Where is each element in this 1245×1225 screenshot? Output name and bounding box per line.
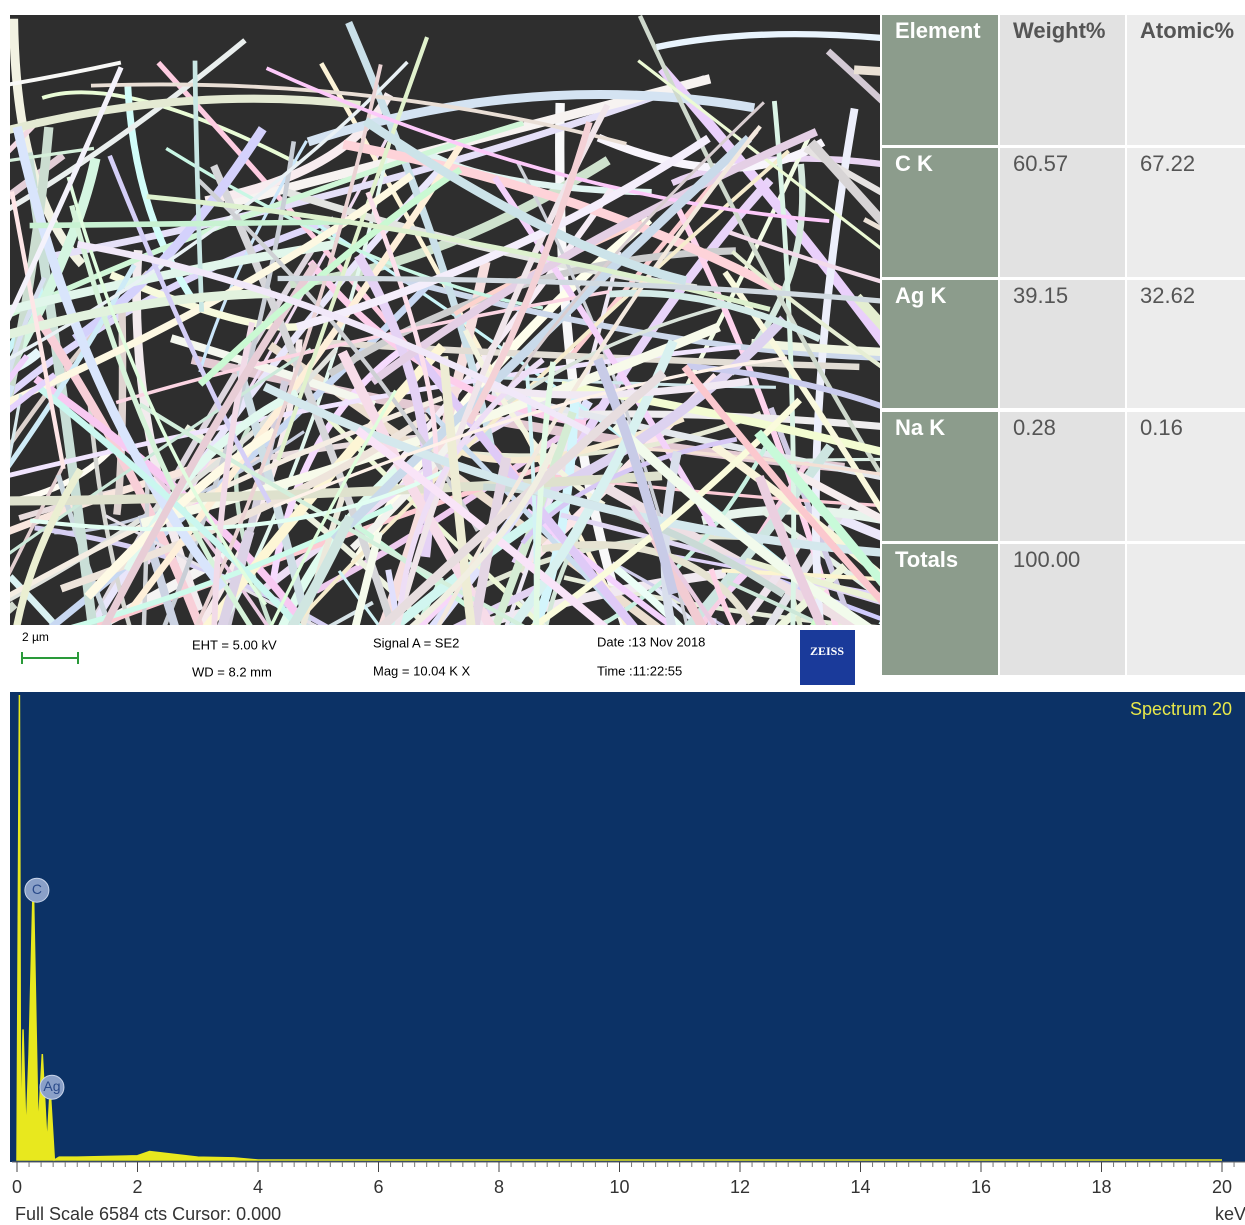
fiber bbox=[0, 385, 10, 1071]
logo-text: ZEISS bbox=[810, 644, 844, 658]
fiber bbox=[30, 222, 351, 226]
table-text: 67.22 bbox=[1140, 151, 1195, 176]
x-tick-label: 16 bbox=[971, 1177, 991, 1197]
eht: EHT = 5.00 kV bbox=[192, 637, 277, 652]
time: Time :11:22:55 bbox=[597, 663, 682, 678]
table: Element Weight% Atomic% C K 60.57 67.22 Ag K 39… bbox=[882, 15, 1245, 675]
peak-label: Ag bbox=[43, 1078, 60, 1094]
x-tick-label: 2 bbox=[132, 1177, 142, 1197]
table-header: Weight% bbox=[1013, 18, 1105, 43]
scale-label: 2 µm bbox=[22, 630, 49, 644]
spectrum-title: Spectrum 20 bbox=[1130, 699, 1232, 719]
x-tick-label: 18 bbox=[1091, 1177, 1111, 1197]
table-text: Na K bbox=[895, 415, 945, 440]
x-tick-label: 14 bbox=[850, 1177, 870, 1197]
table-cell bbox=[1127, 544, 1245, 675]
status: Full Scale 6584 cts Cursor: 0.000 bbox=[15, 1204, 281, 1224]
table-text: 60.57 bbox=[1013, 151, 1068, 176]
signal: Signal A = SE2 bbox=[373, 635, 459, 650]
x-tick-label: 10 bbox=[609, 1177, 629, 1197]
peak-label: C bbox=[32, 881, 42, 897]
table-text: 39.15 bbox=[1013, 283, 1068, 308]
x-tick-label: 6 bbox=[373, 1177, 383, 1197]
mag: Mag = 10.04 K X bbox=[373, 663, 471, 678]
wd: WD = 8.2 mm bbox=[192, 664, 272, 679]
date: Date :13 Nov 2018 bbox=[597, 634, 705, 649]
spectrum-plot bbox=[10, 692, 1245, 1162]
x-tick-label: 4 bbox=[253, 1177, 263, 1197]
table-header: Atomic% bbox=[1140, 18, 1234, 43]
table-text: Ag K bbox=[895, 283, 946, 308]
table-text: 0.28 bbox=[1013, 415, 1056, 440]
table-text: 0.16 bbox=[1140, 415, 1183, 440]
table-text: 100.00 bbox=[1013, 547, 1080, 572]
table-text: 32.62 bbox=[1140, 283, 1195, 308]
figure: 2 µm EHT = 5.00 kV WD = 8.2 mm Signal A … bbox=[0, 0, 1245, 1225]
x-tick-label: 20 bbox=[1212, 1177, 1232, 1197]
x-tick-label: 8 bbox=[494, 1177, 504, 1197]
table-text: Totals bbox=[895, 547, 958, 572]
x-tick-label: 12 bbox=[730, 1177, 750, 1197]
table-header: Element bbox=[895, 18, 981, 43]
x-unit: keV bbox=[1215, 1204, 1245, 1224]
table-text: C K bbox=[895, 151, 933, 176]
x-tick-label: 0 bbox=[12, 1177, 22, 1197]
